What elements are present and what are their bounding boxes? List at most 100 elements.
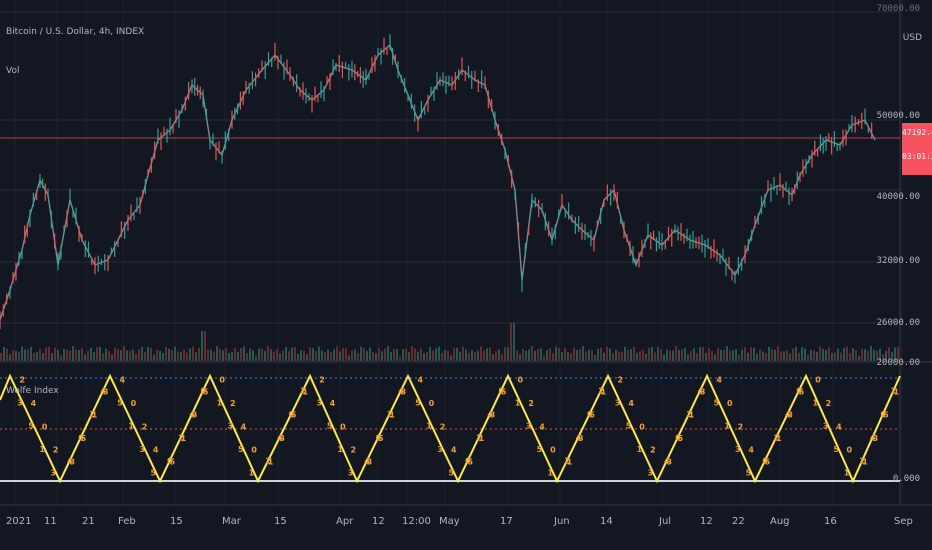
wave-label: 1	[567, 457, 573, 466]
volume-bar	[819, 346, 821, 361]
time-tick: 14	[600, 516, 613, 527]
volume-bar	[159, 350, 161, 361]
volume-bar	[546, 350, 548, 361]
volume-bar	[315, 350, 317, 361]
volume-bar	[231, 352, 233, 361]
wave-label: 4	[31, 399, 37, 408]
volume-bar	[432, 350, 434, 361]
volume-bar	[552, 353, 554, 361]
wave-label: 5	[626, 422, 632, 431]
wave-label: 1	[689, 411, 695, 420]
volume-bar	[795, 346, 797, 361]
volume-bar	[525, 350, 527, 361]
wave-label: 5	[765, 457, 771, 466]
volume-bar	[225, 347, 227, 361]
volume-bar	[846, 346, 848, 361]
wave-label: 4	[153, 446, 159, 455]
wave-label: 1	[862, 457, 868, 466]
wave-label: 4	[398, 387, 404, 396]
wave-label: 0	[376, 433, 382, 442]
volume-bar	[354, 349, 356, 361]
volume-legend[interactable]: Vol	[6, 66, 20, 76]
volume-bar	[240, 347, 242, 361]
volume-bar	[867, 350, 869, 361]
volume-bar	[99, 347, 101, 361]
volume-bar	[333, 349, 335, 361]
volume-bar	[420, 348, 422, 361]
volume-bar	[273, 351, 275, 361]
wave-label: 4	[664, 457, 670, 466]
volume-bar	[573, 347, 575, 361]
volume-bar	[195, 352, 197, 361]
volume-bar	[75, 349, 77, 361]
volume-bar	[462, 346, 464, 361]
wave-label: 3	[700, 387, 706, 396]
volume-bar	[21, 346, 23, 361]
volume-bar	[123, 346, 125, 361]
indicator-legend[interactable]: Wolfe Index	[6, 386, 59, 396]
volume-bar	[288, 351, 290, 361]
wave-label: 1	[181, 434, 187, 443]
wave-label: 4	[189, 410, 195, 419]
volume-bar	[684, 347, 686, 361]
wave-label: 0	[498, 387, 504, 396]
wave-label: 3	[367, 457, 373, 466]
volume-bar	[204, 331, 206, 361]
volume-bar	[66, 349, 68, 361]
volume-bar	[822, 349, 824, 361]
volume-bar	[579, 349, 581, 361]
time-tick: 12	[372, 516, 385, 527]
volume-bar	[105, 348, 107, 361]
volume-bar	[720, 349, 722, 361]
time-tick: Aug	[770, 516, 790, 527]
wave-label: 5	[448, 468, 454, 477]
volume-bar	[600, 347, 602, 361]
volume-bar	[534, 350, 536, 361]
volume-bar	[135, 353, 137, 361]
volume-bar	[192, 346, 194, 361]
volume-bar	[681, 349, 683, 361]
last-price-badge[interactable]: 47192.47 03:01:32	[902, 123, 932, 175]
volume-bar	[381, 351, 383, 361]
time-tick: May	[439, 516, 460, 527]
wave-label: 2	[89, 410, 95, 419]
volume-bar	[177, 351, 179, 361]
wave-label: 4	[836, 422, 842, 431]
wave-label: 4	[451, 446, 457, 455]
wave-label: 2	[598, 387, 604, 396]
volume-bar	[888, 347, 890, 361]
wave-label: 5	[170, 457, 176, 466]
volume-bar	[207, 349, 209, 361]
volume-bar	[210, 349, 212, 361]
wave-label: 3	[615, 398, 621, 407]
volume-bar	[879, 348, 881, 361]
price-tick: 20000.00	[876, 358, 920, 368]
volume-bar	[726, 346, 728, 361]
volume-bar	[396, 349, 398, 361]
volume-bar	[63, 348, 65, 361]
volume-bar	[474, 351, 476, 361]
wave-label: 1	[302, 387, 308, 396]
volume-bar	[249, 348, 251, 361]
wave-label: 2	[178, 433, 184, 442]
wave-label: 4	[716, 376, 722, 385]
symbol-title[interactable]: Bitcoin / U.S. Dollar, 4h, INDEX	[6, 27, 145, 37]
volume-bar	[747, 352, 749, 361]
volume-bar	[117, 349, 119, 361]
volume-bar	[306, 354, 308, 361]
price-tick: 40000.00	[876, 192, 920, 202]
wave-label: 3	[70, 457, 76, 466]
wave-label: 5	[589, 411, 595, 420]
wave-label: 1	[776, 434, 782, 443]
volume-bar	[3, 347, 5, 361]
wave-label: 0	[727, 399, 733, 408]
volume-bar	[78, 350, 80, 361]
volume-bar	[453, 347, 455, 361]
time-axis[interactable]: 2021 11 21 Feb 15 Mar 15 Apr 12 12:00 May 17 Jun 14 Ju…	[0, 512, 913, 542]
volume-bar	[126, 350, 128, 361]
volume-bar	[426, 351, 428, 361]
volume-bar	[429, 347, 431, 361]
